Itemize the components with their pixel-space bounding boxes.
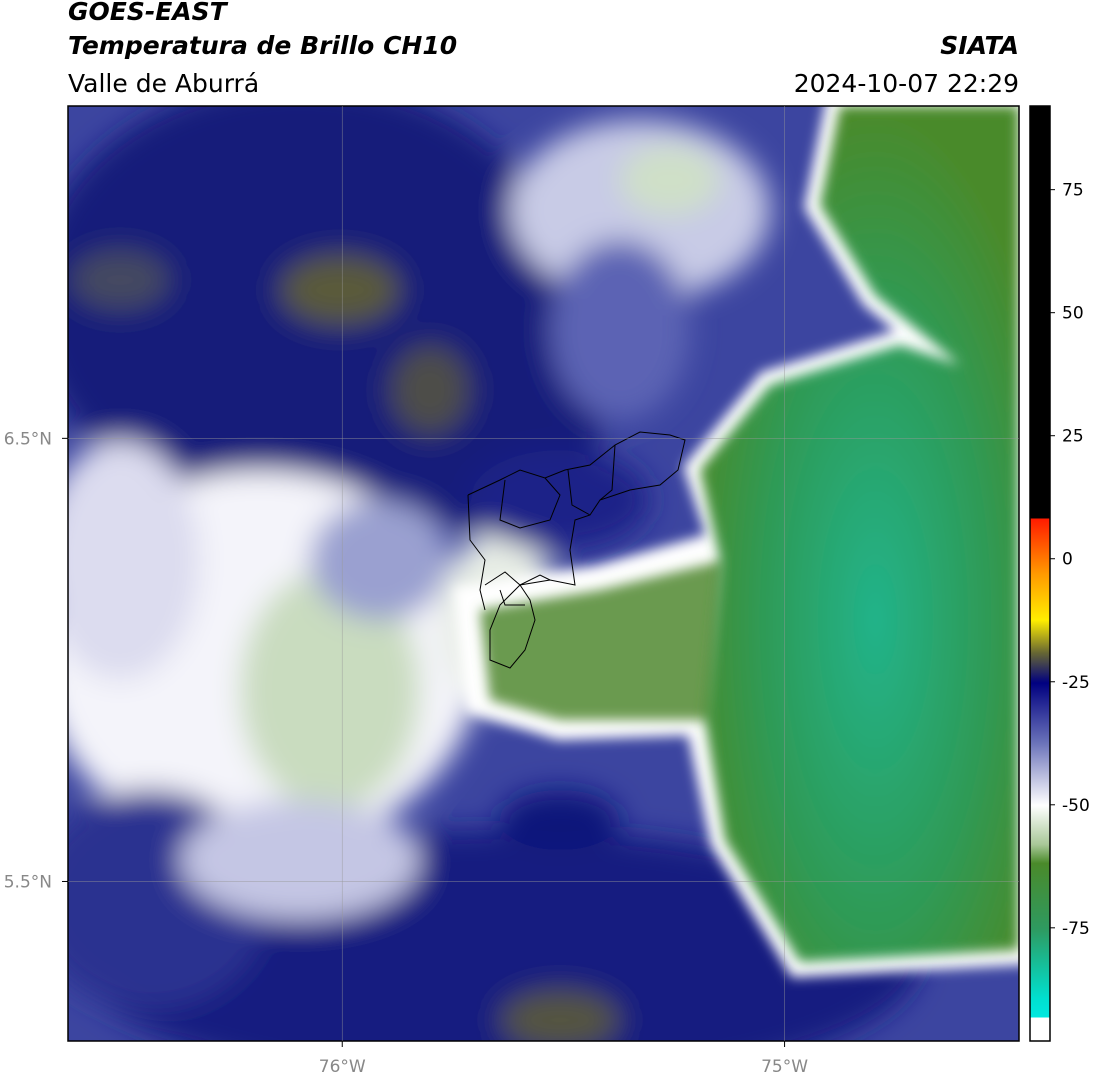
source: SIATA: [940, 31, 1019, 60]
datetime: 2024-10-07 22:29: [794, 69, 1019, 98]
x-tick-label: 75°W: [761, 1057, 808, 1077]
colorbar-tick-label: -50: [1062, 796, 1090, 816]
map-frame: [67, 105, 1020, 1042]
colorbar-tick-label: 0: [1062, 550, 1073, 570]
colorbar: [1029, 105, 1051, 1042]
title: GOES-EAST: [68, 0, 229, 26]
x-tick-label: 76°W: [319, 1057, 366, 1077]
y-tick-label: 6.5°N: [4, 429, 52, 449]
colorbar-tick-label: 25: [1062, 427, 1084, 447]
subtitle: Temperatura de Brillo CH10: [68, 31, 457, 60]
colorbar-tick-label: 75: [1062, 181, 1084, 201]
y-tick-label: 5.5°N: [4, 872, 52, 892]
colorbar-tick-label: -75: [1062, 919, 1090, 939]
satellite-image: [68, 106, 1019, 1041]
region: Valle de Aburrá: [68, 69, 259, 98]
colorbar-tick-label: 50: [1062, 304, 1084, 324]
colorbar-tick-label: -25: [1062, 673, 1090, 693]
